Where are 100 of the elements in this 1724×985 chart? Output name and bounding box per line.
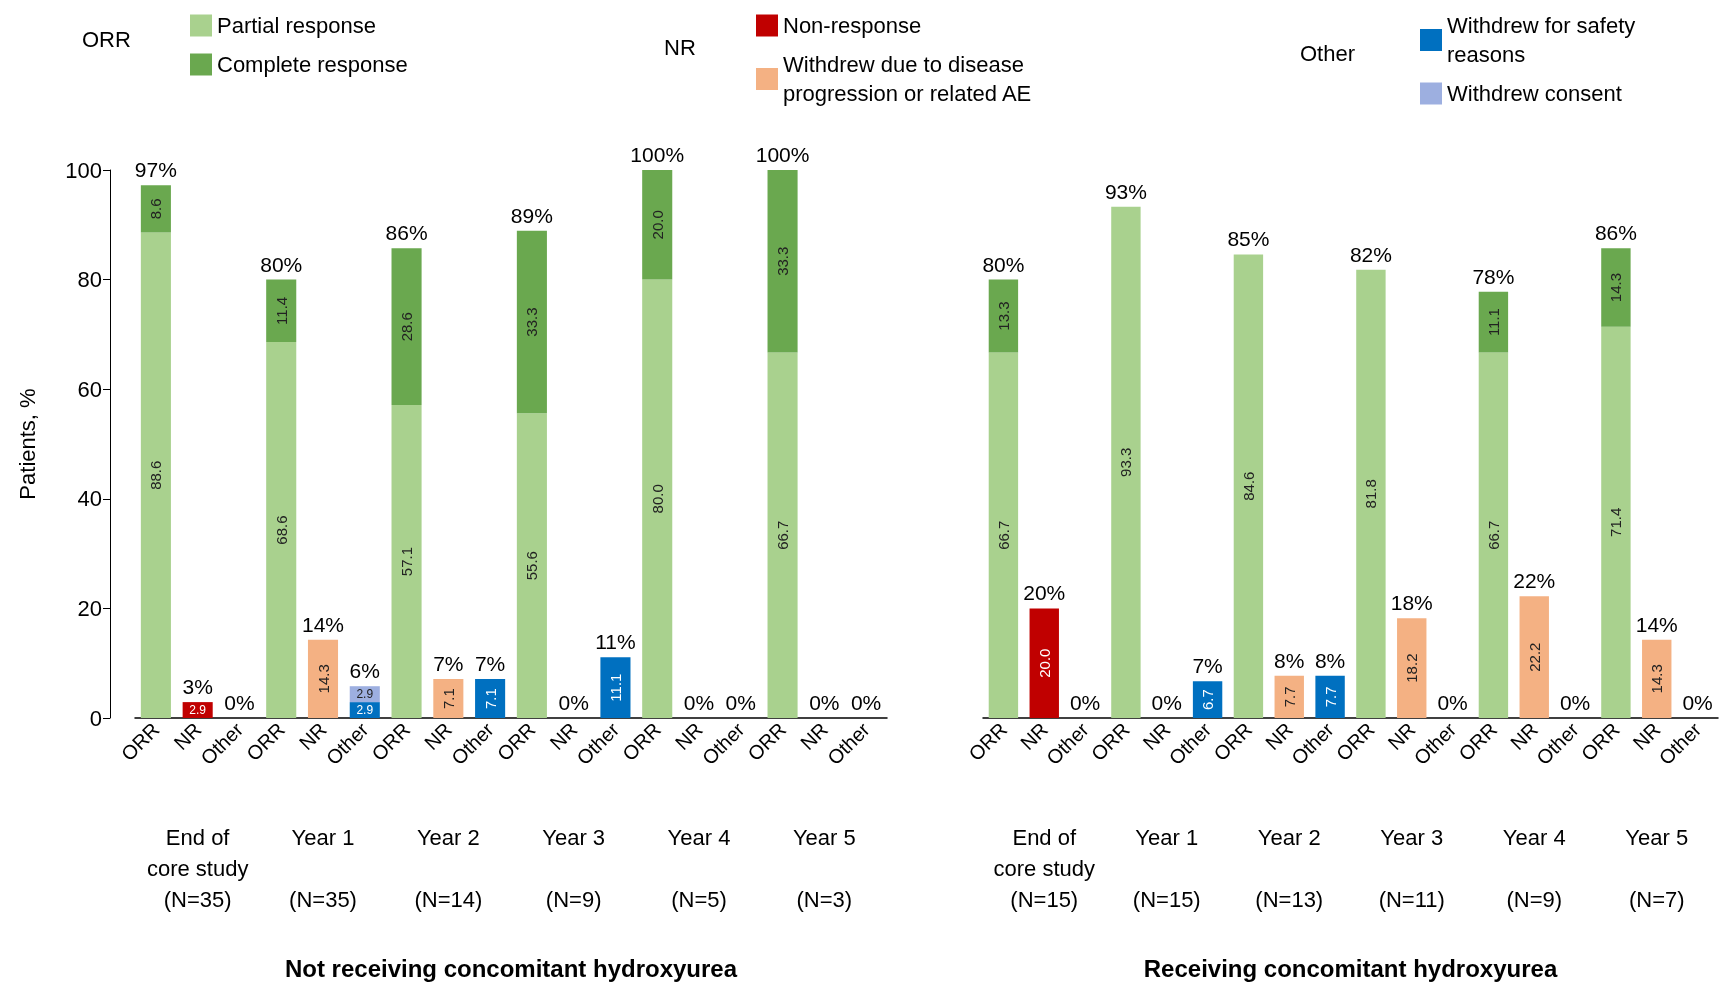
text: 0% (725, 691, 756, 714)
total-label: 100% (630, 143, 685, 166)
data-label: 7.1 (439, 688, 457, 709)
total-label: 80% (982, 252, 1025, 276)
total-label: 86% (385, 221, 428, 245)
y-tick-label: 0 (89, 705, 102, 731)
legend-label: Partial response (217, 13, 376, 38)
data-label: 33.3 (774, 246, 792, 276)
total-label: 7% (474, 652, 506, 676)
text: End of core study (N=15) (993, 825, 1095, 912)
data-label: 2.9 (356, 703, 374, 718)
data-label: 14.3 (1607, 272, 1625, 303)
total-label: 100% (755, 143, 810, 166)
text: Year 2 (N=13) (1255, 825, 1324, 912)
bar (988, 352, 1019, 718)
bar (1397, 618, 1427, 718)
text: 0% (1151, 691, 1182, 714)
text: 0% (558, 691, 589, 714)
bar (1642, 639, 1672, 718)
y-tick-label: 80 (77, 267, 102, 293)
data-label: 66.7 (1484, 520, 1502, 550)
text: 0% (1069, 691, 1101, 714)
total-label: 78% (1472, 264, 1515, 288)
text: End of core study (N=35) (146, 825, 249, 912)
bar (516, 230, 547, 414)
text: 0% (224, 691, 255, 714)
text: 0% (1437, 691, 1468, 714)
total-label: 3% (182, 675, 213, 699)
bar (1601, 248, 1631, 327)
total-label: 14% (1635, 612, 1678, 636)
data-label: 11.1 (1484, 308, 1502, 337)
legend-label: Withdrew for safety reasons (1447, 13, 1642, 67)
total-label: 11% (595, 630, 636, 654)
y-tick-label: 40 (77, 486, 102, 512)
data-label: 81.8 (1362, 479, 1380, 509)
bar (140, 185, 171, 233)
y-tick-label: 60 (77, 376, 102, 402)
text: Year 5 (N=7) (1625, 825, 1689, 912)
text: Year 2 (N=14) (414, 825, 483, 912)
data-label: 13.3 (994, 301, 1012, 331)
bar (642, 279, 673, 718)
data-label: 93.3 (1117, 447, 1135, 477)
data-label: 20.0 (1035, 648, 1053, 678)
total-label: 8% (1314, 648, 1346, 672)
total-label: 18% (1390, 591, 1433, 615)
data-label: 66.7 (994, 520, 1012, 550)
text: Year 3 (N=11) (1378, 825, 1445, 912)
total-label: 8% (1274, 648, 1305, 672)
text: Year 1 (N=15) (1132, 825, 1201, 912)
data-label: 11.4 (272, 296, 290, 325)
text: ORR (82, 26, 131, 52)
data-label: 57.1 (398, 546, 416, 577)
bar (1233, 254, 1264, 718)
data-label: 33.3 (523, 307, 541, 337)
total-label: 14% (301, 612, 345, 636)
total-label: 85% (1227, 227, 1270, 251)
legend-label: Non-response (783, 13, 922, 38)
bar (600, 657, 631, 718)
bar (433, 679, 464, 718)
text: 0% (1559, 691, 1591, 714)
y-axis-title: Patients, % (14, 388, 40, 500)
legend-label: Withdrew consent (1447, 81, 1622, 106)
bar (1519, 596, 1549, 718)
text: Year 5 (N=3) (792, 825, 856, 912)
legend-label: Complete response (217, 52, 408, 77)
bar (767, 352, 798, 718)
legend-label: Withdrew due to disease progression or related AE (783, 52, 1032, 106)
data-label: 6.7 (1199, 689, 1217, 711)
data-label: 11.1 (606, 673, 624, 702)
bar (642, 170, 673, 280)
text: 0% (1682, 691, 1713, 714)
bar (767, 170, 798, 353)
data-label: 14.3 (1648, 664, 1666, 694)
data-label: 71.4 (1607, 507, 1625, 537)
total-label: 7% (1192, 654, 1223, 678)
bar (475, 679, 506, 718)
bar (140, 232, 171, 718)
data-label: 2.9 (356, 687, 374, 702)
total-label: 20% (1023, 581, 1066, 605)
text: NR (664, 34, 696, 60)
text: Year 4 (N=5) (667, 825, 731, 912)
bar (1111, 206, 1141, 718)
bar (307, 639, 339, 718)
data-label: 7.7 (1321, 686, 1339, 708)
data-label: 18.2 (1403, 653, 1421, 683)
total-label: 89% (510, 203, 553, 227)
total-label: 82% (1349, 242, 1392, 266)
data-label: 80.0 (648, 484, 666, 514)
total-label: 80% (260, 252, 303, 276)
data-label: 55.6 (523, 551, 541, 581)
bar (516, 413, 547, 718)
data-label: 88.6 (147, 460, 165, 490)
bar (266, 342, 297, 718)
data-label: 22.2 (1525, 642, 1543, 672)
text: 0% (850, 691, 882, 714)
data-label: 20.0 (648, 210, 666, 240)
bar (1601, 326, 1631, 718)
bar (988, 279, 1019, 353)
text: Other (1300, 40, 1356, 66)
total-label: 97% (134, 158, 177, 182)
